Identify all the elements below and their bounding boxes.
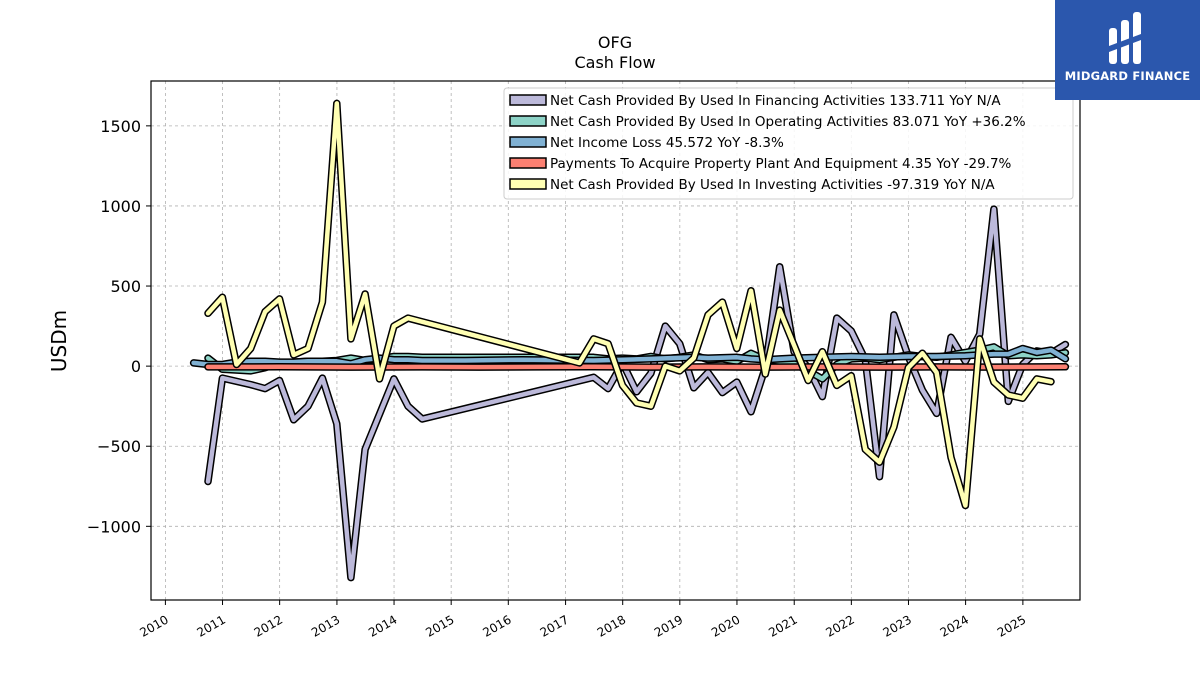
legend-swatch — [509, 94, 547, 106]
y-tick-label: 500 — [110, 277, 141, 296]
x-tick-label: 2011 — [195, 612, 228, 639]
x-axis-ticks: 2010 2011 2012 2013 2014 2015 2016 2017 2018 2019… — [137, 600, 1028, 640]
legend-swatch — [509, 136, 547, 148]
x-tick-label: 2020 — [709, 612, 742, 639]
y-tick-label: −1000 — [87, 517, 141, 536]
chart-title: OFG — [598, 33, 632, 52]
logo-text: MIDGARD FINANCE — [1064, 69, 1191, 83]
x-tick-label: 2013 — [309, 612, 342, 639]
plot-frame — [150, 80, 1081, 601]
x-tick-label: 2014 — [366, 612, 399, 639]
y-axis-label: USDm — [47, 310, 71, 372]
midgard-finance-logo-icon — [1109, 12, 1141, 64]
x-tick-label: 2019 — [652, 612, 685, 639]
y-tick-label: −500 — [97, 437, 141, 456]
y-tick-label: 0 — [131, 357, 141, 376]
legend-label: Net Cash Provided By Used In Investing A… — [550, 177, 995, 193]
series-line — [191, 346, 1068, 367]
legend-label: Net Cash Provided By Used In Operating A… — [550, 114, 1026, 130]
x-tick-label: 2021 — [766, 612, 799, 639]
legend-swatch — [509, 157, 547, 169]
legend-label: Payments To Acquire Property Plant And E… — [550, 156, 1012, 172]
series-1 — [204, 205, 1070, 582]
x-tick-label: 2017 — [538, 612, 571, 639]
chart-subtitle: Cash Flow — [574, 53, 655, 72]
y-axis-ticks: −1000 −500 0 500 1000 1500 — [87, 117, 151, 536]
series-line — [205, 206, 1068, 580]
legend: Net Cash Provided By Used In Financing A… — [503, 87, 1074, 200]
x-tick-label: 2024 — [938, 612, 971, 639]
x-tick-label: 2016 — [480, 612, 513, 639]
series-line — [205, 101, 1054, 508]
legend-label: Net Income Loss 45.572 YoY -8.3% — [550, 135, 784, 151]
y-tick-label: 1000 — [100, 197, 141, 216]
x-tick-label: 2018 — [595, 612, 628, 639]
series-3 — [189, 344, 1070, 369]
x-tick-label: 2010 — [137, 612, 170, 639]
legend-label: Net Cash Provided By Used In Financing A… — [550, 93, 1001, 109]
x-tick-label: 2025 — [995, 612, 1028, 639]
x-tick-label: 2012 — [252, 612, 285, 639]
x-tick-label: 2022 — [823, 612, 856, 639]
midgard-finance-logo: MIDGARD FINANCE — [1055, 0, 1200, 100]
x-tick-label: 2015 — [423, 612, 456, 639]
legend-box — [503, 87, 1074, 200]
y-tick-label: 1500 — [100, 117, 141, 136]
legend-swatch — [509, 115, 547, 127]
series-5 — [204, 99, 1055, 510]
legend-swatch — [509, 178, 547, 190]
x-tick-label: 2023 — [881, 612, 914, 639]
series-layer — [189, 99, 1070, 582]
